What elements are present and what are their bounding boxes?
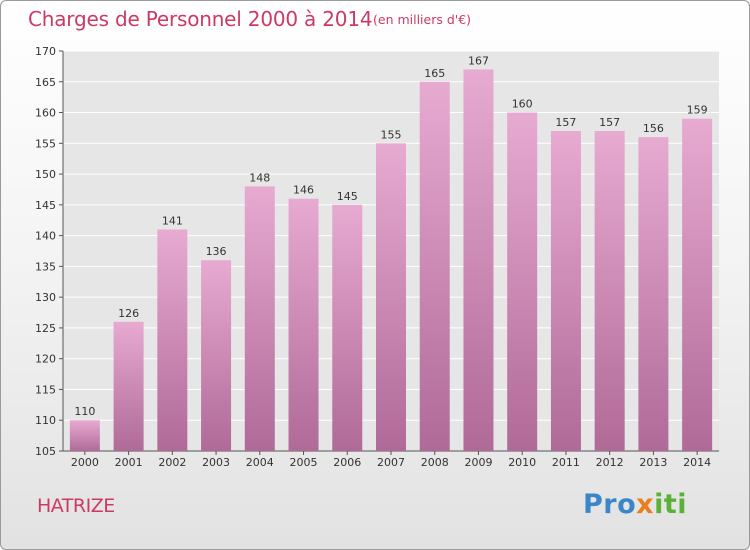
bar-value-label: 156 <box>643 122 664 135</box>
bar <box>638 137 669 451</box>
bar <box>157 229 188 451</box>
bar <box>682 118 713 451</box>
y-tick-label: 145 <box>35 199 56 212</box>
bar <box>288 198 319 451</box>
x-tick-label: 2004 <box>246 456 274 469</box>
logo-part-pro: Pro <box>583 489 637 520</box>
bar-value-label: 145 <box>337 190 358 203</box>
x-tick-label: 2005 <box>290 456 318 469</box>
bar <box>550 131 581 451</box>
bar-value-label: 136 <box>206 245 227 258</box>
bar <box>201 260 232 451</box>
bar <box>376 143 406 452</box>
y-tick-label: 165 <box>35 76 56 89</box>
bar <box>463 69 494 451</box>
x-tick-label: 2002 <box>158 456 186 469</box>
x-tick-label: 2008 <box>421 456 449 469</box>
x-tick-label: 2001 <box>115 456 143 469</box>
bar-value-label: 165 <box>424 67 445 80</box>
bar-value-label: 167 <box>468 54 489 67</box>
bar <box>113 321 144 451</box>
y-tick-label: 170 <box>35 45 56 58</box>
bar-value-label: 157 <box>599 116 620 129</box>
bar-value-label: 148 <box>249 171 270 184</box>
bar <box>594 131 625 451</box>
bar <box>69 420 100 451</box>
x-tick-label: 2014 <box>683 456 711 469</box>
y-tick-label: 120 <box>35 353 56 366</box>
y-tick-label: 130 <box>35 291 56 304</box>
x-tick-label: 2009 <box>464 456 492 469</box>
x-tick-label: 2011 <box>552 456 580 469</box>
chart-subtitle: (en milliers d'€) <box>373 12 472 27</box>
y-tick-label: 140 <box>35 230 56 243</box>
y-tick-label: 110 <box>35 414 56 427</box>
logo-part-iti: iti <box>654 489 687 520</box>
x-tick-label: 2000 <box>71 456 99 469</box>
bar-value-label: 160 <box>512 98 533 111</box>
bar-value-label: 155 <box>381 128 402 141</box>
y-tick-label: 125 <box>35 322 56 335</box>
proxiti-logo: Proxiti <box>583 489 687 520</box>
y-tick-label: 155 <box>35 137 56 150</box>
x-tick-label: 2003 <box>202 456 230 469</box>
x-tick-label: 2010 <box>508 456 536 469</box>
bar-value-label: 157 <box>555 116 576 129</box>
y-tick-label: 115 <box>35 383 56 396</box>
bar-value-label: 141 <box>162 214 183 227</box>
bar-value-label: 146 <box>293 184 314 197</box>
bar-value-label: 159 <box>687 104 708 117</box>
bar <box>507 112 538 452</box>
y-tick-label: 135 <box>35 260 56 273</box>
bar <box>419 81 450 452</box>
y-tick-label: 105 <box>35 445 56 458</box>
y-tick-label: 160 <box>35 107 56 120</box>
logo-part-x: x <box>636 489 655 520</box>
chart-title: Charges de Personnel 2000 à 2014 <box>28 7 373 31</box>
x-tick-label: 2006 <box>333 456 361 469</box>
bar-value-label: 110 <box>74 405 95 418</box>
bar <box>332 204 363 451</box>
x-tick-label: 2013 <box>639 456 667 469</box>
x-tick-label: 2012 <box>596 456 624 469</box>
bar <box>244 186 275 451</box>
commune-name: HATRIZE <box>37 495 115 517</box>
bar-value-label: 126 <box>118 307 139 320</box>
y-tick-label: 150 <box>35 168 56 181</box>
x-tick-label: 2007 <box>377 456 405 469</box>
